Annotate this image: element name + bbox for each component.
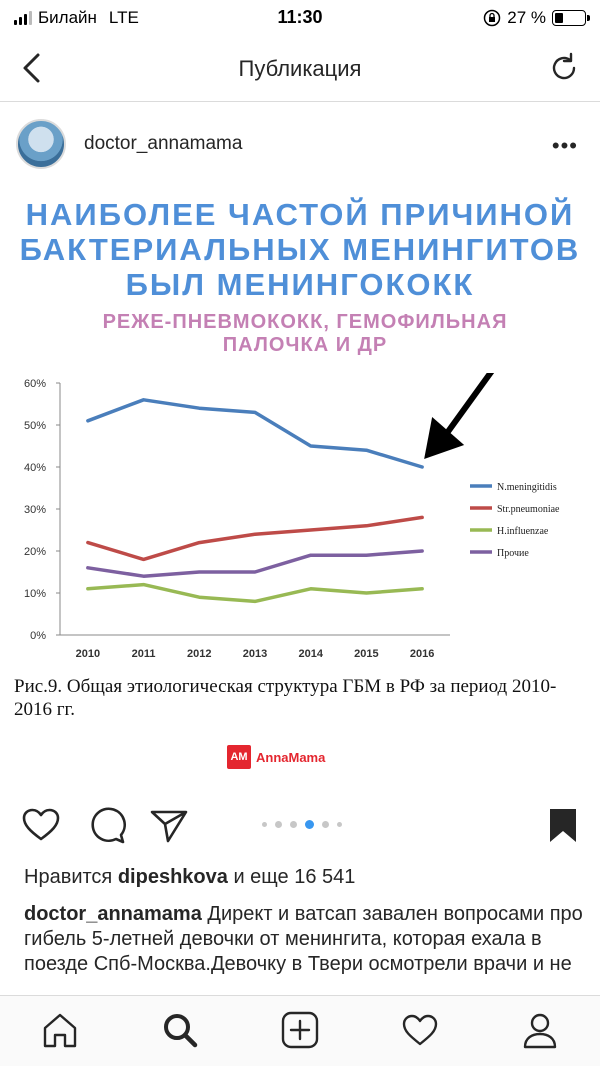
x-tick-label: 2016	[410, 648, 434, 660]
new-post-icon[interactable]	[280, 1010, 320, 1050]
annamama-logo: AM AnnaMama	[227, 745, 325, 769]
post-image[interactable]: НАИБОЛЕЕ ЧАСТОЙ ПРИЧИНОЙ БАКТЕРИАЛЬНЫХ М…	[0, 183, 600, 783]
annotation-arrow-shaft	[441, 373, 495, 440]
legend-label: Str.pneumoniae	[497, 504, 560, 515]
carousel-dot	[337, 822, 342, 827]
likes-suffix: и еще 16 541	[233, 866, 356, 888]
network-label: LTE	[108, 8, 139, 27]
refresh-icon[interactable]	[546, 50, 582, 86]
carousel-dot	[275, 821, 282, 828]
subhead-line-2: ПАЛОЧКА И ДР	[222, 334, 388, 356]
more-dots-icon[interactable]: •••	[551, 133, 578, 158]
status-left: Билайн LTE	[14, 8, 139, 28]
battery-fill	[555, 13, 563, 23]
x-tick-label: 2010	[76, 648, 100, 660]
heart-icon[interactable]	[20, 804, 62, 846]
headline-line-3: БЫЛ МЕНИНГОКОКК	[125, 267, 475, 302]
x-tick-label: 2011	[132, 648, 156, 660]
signal-icon	[14, 11, 32, 25]
carrier-label: Билайн	[38, 8, 97, 27]
activity-heart-icon[interactable]	[400, 1010, 440, 1050]
orientation-lock-icon	[484, 9, 501, 27]
caption-username[interactable]: doctor_annamama	[24, 903, 202, 925]
likes-line[interactable]: Нравится dipeshkova и еще 16 541	[24, 866, 355, 889]
legend-label: Прочие	[497, 548, 529, 559]
clock: 11:30	[277, 7, 323, 27]
logo-mark: AM	[227, 745, 251, 769]
line-chart: 0% 10% 20% 30% 40% 50% 60% 2010 2011 2012 2013 2014…	[24, 373, 560, 660]
x-tick-label: 2013	[243, 648, 267, 660]
status-right: 27 %	[483, 8, 590, 28]
image-subhead: РЕЖЕ-ПНЕВМОКОКК, ГЕМОФИЛЬНАЯ ПАЛОЧКА И Д…	[0, 311, 600, 357]
legend-label: N.meningitidis	[497, 482, 557, 493]
post-header: doctor_annamama •••	[0, 103, 600, 183]
logo-name: AnnaMama	[256, 749, 326, 765]
headline-line-2: БАКТЕРИАЛЬНЫХ МЕНИНГИТОВ	[19, 232, 581, 267]
x-tick-label: 2012	[187, 648, 211, 660]
back-chevron-icon[interactable]	[14, 50, 50, 86]
y-tick-label: 40%	[24, 462, 46, 474]
battery-icon	[552, 10, 590, 26]
search-icon[interactable]	[160, 1010, 200, 1050]
y-tick-label: 0%	[30, 630, 46, 642]
headline-line-1: НАИБОЛЕЕ ЧАСТОЙ ПРИЧИНОЙ	[25, 197, 575, 232]
y-tick-label: 30%	[24, 504, 46, 516]
series-line-3	[86, 582, 424, 604]
home-icon[interactable]	[40, 1010, 80, 1050]
comment-icon[interactable]	[86, 804, 128, 846]
x-tick-label: 2015	[354, 648, 378, 660]
y-tick-label: 20%	[24, 546, 46, 558]
caption-text: Директ и ватсап завален вопросами про ги…	[24, 903, 583, 975]
post-caption: doctor_annamama Директ и ватсап завален …	[24, 902, 584, 997]
y-tick-label: 10%	[24, 588, 46, 600]
post-username[interactable]: doctor_annamama	[84, 133, 243, 154]
carousel-dot	[305, 820, 314, 829]
image-headline: НАИБОЛЕЕ ЧАСТОЙ ПРИЧИНОЙ БАКТЕРИАЛЬНЫХ М…	[0, 197, 600, 302]
figure-caption: Рис.9. Общая этиологическая структура ГБ…	[14, 676, 557, 720]
nav-header: Публикация	[0, 36, 600, 102]
likes-prefix: Нравится	[24, 866, 113, 888]
bookmark-icon[interactable]	[542, 804, 584, 846]
series-line-2	[86, 515, 424, 562]
subhead-line-1: РЕЖЕ-ПНЕВМОКОКК, ГЕМОФИЛЬНАЯ	[102, 311, 508, 333]
legend-label: H.influenzae	[497, 526, 549, 537]
x-tick-label: 2014	[298, 648, 323, 660]
carousel-indicator	[262, 820, 342, 829]
post-actions	[0, 800, 600, 850]
carousel-dot	[262, 822, 267, 827]
status-bar: Билайн LTE 11:30 27 %	[0, 0, 600, 36]
page-title: Публикация	[238, 56, 362, 81]
profile-icon[interactable]	[520, 1010, 560, 1050]
avatar[interactable]	[16, 119, 66, 169]
battery-percent: 27 %	[507, 8, 546, 27]
likes-user[interactable]: dipeshkova	[117, 866, 228, 888]
y-tick-label: 60%	[24, 378, 46, 390]
series-line-1	[86, 398, 424, 469]
carousel-dot	[322, 821, 329, 828]
bottom-tab-bar	[0, 995, 600, 1066]
series-line-4	[86, 549, 424, 578]
y-tick-label: 50%	[24, 420, 46, 432]
carousel-dot	[290, 821, 297, 828]
annotation-arrow-head	[424, 417, 465, 459]
share-icon[interactable]	[148, 804, 190, 846]
